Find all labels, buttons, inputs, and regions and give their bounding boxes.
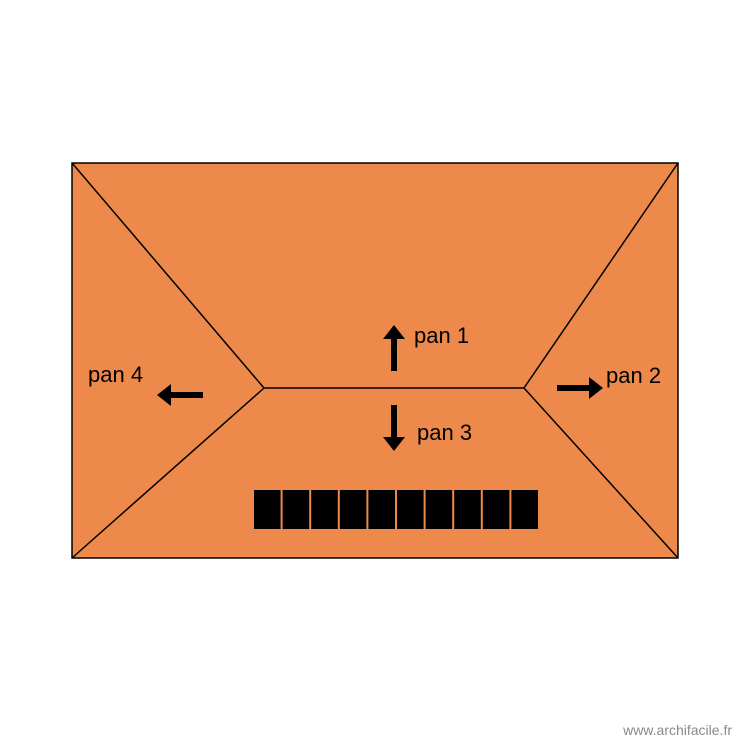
panel-cell-2: [283, 490, 310, 529]
label-pan-4: pan 4: [88, 362, 143, 388]
panel-cell-10: [511, 490, 538, 529]
label-pan-3: pan 3: [417, 420, 472, 446]
panel-cell-9: [483, 490, 510, 529]
panel-cell-6: [397, 490, 424, 529]
label-pan-2: pan 2: [606, 363, 661, 389]
panel-cell-4: [340, 490, 367, 529]
panel-cell-8: [454, 490, 481, 529]
diagram-stage: pan 1 pan 2 pan 3 pan 4 www.archifacile.…: [0, 0, 750, 750]
panel-cell-1: [254, 490, 281, 529]
panel-cell-5: [368, 490, 395, 529]
label-pan-1: pan 1: [414, 323, 469, 349]
panel-cell-7: [426, 490, 453, 529]
panel-cell-3: [311, 490, 338, 529]
footer-credit: www.archifacile.fr: [623, 722, 732, 738]
